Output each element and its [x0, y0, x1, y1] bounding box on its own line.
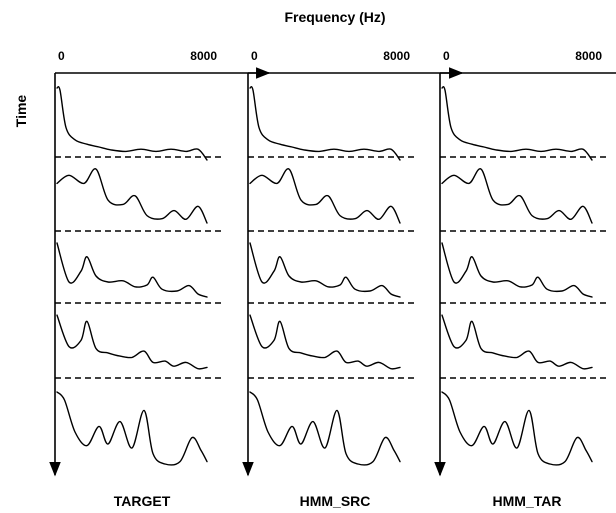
time-axis-label: Time: [13, 95, 29, 128]
spectrum-curve: [441, 86, 593, 161]
spectrum-curve: [56, 314, 208, 370]
spectrum-curve: [249, 391, 401, 466]
tick-label-end: 8000: [383, 49, 410, 63]
spectrum-curve: [441, 168, 593, 224]
panel-hmm-src: 0 8000 HMM_SRC: [242, 49, 464, 509]
spectrum-curve: [441, 242, 593, 298]
spectrum-curve: [56, 391, 208, 466]
panel-label: HMM_SRC: [300, 493, 371, 509]
tick-label-start: 0: [443, 49, 450, 63]
panel-label: TARGET: [114, 493, 171, 509]
spectrum-curve: [56, 242, 208, 298]
frequency-axis-title: Frequency (Hz): [284, 9, 385, 25]
spectrum-curve: [249, 168, 401, 224]
panel-hmm-tar: 0 8000 HMM_TAR: [434, 49, 616, 509]
tick-label-end: 8000: [190, 49, 217, 63]
panel-target: 0 8000 TARGET: [49, 49, 271, 509]
spectrum-curve: [56, 168, 208, 224]
tick-label-start: 0: [251, 49, 258, 63]
tick-label-start: 0: [58, 49, 65, 63]
spectrum-curve: [249, 242, 401, 298]
spectrum-curve: [249, 86, 401, 161]
spectrum-curve: [441, 391, 593, 466]
tick-label-end: 8000: [575, 49, 602, 63]
panel-label: HMM_TAR: [493, 493, 562, 509]
spectrum-curve: [441, 314, 593, 370]
spectrum-curve: [56, 86, 208, 161]
spectrum-curve: [249, 314, 401, 370]
panels: 0 8000 TARGET 0 8000 HMM_SRC 0 8000 HMM_TAR: [49, 49, 616, 509]
